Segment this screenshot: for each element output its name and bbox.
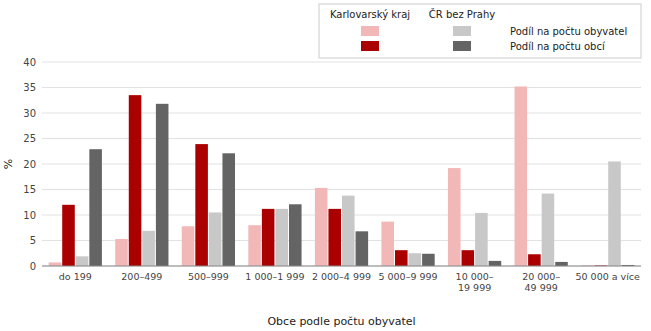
legend-swatch <box>453 41 471 51</box>
legend: Karlovarský kraj ČR bez Prahy Podíl na poč… <box>319 4 641 58</box>
grid-line <box>42 87 641 88</box>
bar <box>489 261 502 266</box>
chart: 0 5 10 15 20 25 30 35 40 do 199 200–499 500–999 1 00… <box>0 0 651 331</box>
legend-label: Podíl na počtu obcí <box>510 41 606 52</box>
bar <box>315 188 328 266</box>
legend-header: ČR bez Prahy <box>429 8 495 20</box>
y-tick-label: 30 <box>23 108 36 119</box>
bar <box>356 231 369 266</box>
bar <box>608 161 621 266</box>
y-tick-label: 0 <box>30 261 36 272</box>
y-tick-label: 20 <box>23 159 36 170</box>
y-tick-label: 40 <box>23 57 36 68</box>
y-tick-label: 35 <box>23 82 36 93</box>
x-tick-label: 10 000–19 999 <box>456 271 494 293</box>
x-tick-label: 50 000 a více <box>576 271 641 282</box>
bar <box>62 205 75 266</box>
bar <box>182 226 195 266</box>
y-tick-label: 25 <box>23 133 36 144</box>
bar <box>262 209 275 266</box>
bar <box>156 104 169 266</box>
bar <box>129 95 142 266</box>
x-axis-line <box>42 266 641 267</box>
legend-header: Karlovarský kraj <box>330 9 410 20</box>
bar <box>462 250 475 266</box>
x-tick-label: 5 000–9 999 <box>378 271 437 282</box>
bar <box>381 222 394 266</box>
x-tick-label: 2 000–4 999 <box>312 271 371 282</box>
x-tick-label: 200–499 <box>121 271 162 282</box>
bar <box>342 196 355 266</box>
bar <box>49 262 62 266</box>
x-tick-label: do 199 <box>59 271 92 282</box>
bars <box>49 86 635 266</box>
y-axis-label: % <box>2 159 15 169</box>
grid-line <box>42 266 641 267</box>
bar <box>528 254 541 266</box>
legend-label: Podíl na počtu obyvatel <box>510 26 627 37</box>
legend-swatch <box>361 26 379 36</box>
bar <box>542 194 555 266</box>
bar <box>209 212 222 266</box>
grid <box>42 62 641 266</box>
bar <box>89 149 102 266</box>
x-tick-label: 1 000–1 999 <box>245 271 304 282</box>
bar <box>409 253 422 266</box>
bar <box>142 231 155 266</box>
bar <box>76 256 89 266</box>
bar <box>448 168 461 266</box>
legend-frame <box>319 4 641 58</box>
y-tick-label: 5 <box>30 235 36 246</box>
x-axis-label: Obce podle počtu obyvatel <box>267 315 415 328</box>
bar <box>475 213 488 266</box>
bar <box>115 239 128 266</box>
bar <box>195 144 208 266</box>
legend-swatch <box>453 26 471 36</box>
grid-line <box>42 62 641 63</box>
x-tick-label: 20 000–49 999 <box>522 271 560 293</box>
bar <box>289 204 302 266</box>
legend-swatch <box>361 41 379 51</box>
y-tick-label: 15 <box>23 184 36 195</box>
bar <box>395 250 408 266</box>
bar <box>422 254 435 266</box>
x-tick-label: 500–999 <box>188 271 229 282</box>
bar <box>515 86 528 266</box>
y-tick-label: 10 <box>23 210 36 221</box>
bar <box>248 225 261 266</box>
bar <box>555 262 568 266</box>
bar <box>328 209 341 266</box>
bar <box>222 153 235 266</box>
bar <box>275 209 288 266</box>
